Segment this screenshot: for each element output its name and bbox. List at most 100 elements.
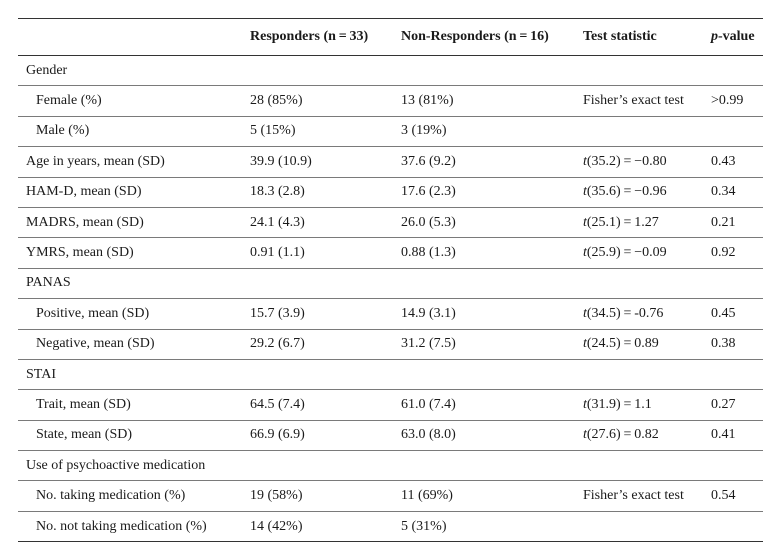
cell-responders: 0.91 (1.1)	[250, 245, 305, 261]
table-row: Positive, mean (SD) 15.7 (3.9) 14.9 (3.1…	[18, 299, 763, 330]
stat-value: (31.9) = 1.1	[586, 396, 652, 412]
row-label: Male (%)	[36, 123, 90, 139]
cell-responders: 18.3 (2.8)	[250, 184, 305, 200]
cell-test-statistic: Fisher’s exact test	[583, 93, 684, 109]
row-label: State, mean (SD)	[36, 427, 133, 443]
stat-value: (25.9) = −0.09	[586, 245, 667, 261]
cell-test-statistic: Fisher’s exact test	[583, 488, 684, 504]
row-label: Female (%)	[36, 93, 102, 109]
stat-value: (35.2) = −0.80	[586, 153, 667, 169]
demographics-table: Responders (n = 33) Non-Responders (n = …	[18, 18, 763, 542]
cell-responders	[242, 56, 393, 86]
row-label: Use of psychoactive medication	[26, 457, 206, 473]
header-p-rest: -value	[718, 29, 755, 44]
cell-responders	[242, 451, 393, 481]
row-label: MADRS, mean (SD)	[26, 214, 144, 230]
t-symbol: t	[583, 427, 587, 443]
cell-p-value	[703, 451, 763, 481]
cell-test-statistic	[575, 56, 703, 86]
cell-test-statistic: t(31.9) = 1.1	[575, 390, 703, 420]
demographics-table-container: Responders (n = 33) Non-Responders (n = …	[18, 18, 763, 542]
table-row: STAI	[18, 359, 763, 390]
cell-responders: 19 (58%)	[250, 488, 303, 504]
table-body: Gender Female (%) 28 (85%) 13 (81%) Fish…	[18, 56, 763, 542]
header-responders: Responders (n = 33)	[242, 18, 393, 56]
cell-p-value	[703, 116, 763, 146]
cell-test-statistic	[575, 116, 703, 146]
t-symbol: t	[583, 245, 587, 261]
stat-value: (25.1) = 1.27	[586, 214, 659, 230]
header-variable	[18, 18, 242, 56]
row-label: Trait, mean (SD)	[36, 396, 131, 412]
header-row: Responders (n = 33) Non-Responders (n = …	[18, 18, 763, 56]
cell-non-responders: 11 (69%)	[401, 488, 453, 504]
row-label: No. not taking medication (%)	[36, 518, 207, 534]
row-label: HAM-D, mean (SD)	[26, 184, 142, 200]
header-test-statistic: Test statistic	[575, 18, 703, 56]
table-row: YMRS, mean (SD) 0.91 (1.1) 0.88 (1.3) t(…	[18, 238, 763, 269]
cell-p-value: 0.54	[711, 488, 736, 504]
cell-test-statistic: t(35.6) = −0.96	[575, 177, 703, 207]
stat-value: (24.5) = 0.89	[586, 336, 659, 352]
t-symbol: t	[583, 336, 587, 352]
row-label: PANAS	[26, 275, 71, 291]
table-row: Male (%) 5 (15%) 3 (19%)	[18, 116, 763, 147]
cell-test-statistic: t(35.2) = −0.80	[575, 147, 703, 177]
cell-responders: 29.2 (6.7)	[250, 336, 305, 352]
cell-non-responders	[393, 359, 575, 389]
cell-responders: 5 (15%)	[250, 123, 296, 139]
cell-test-statistic	[575, 268, 703, 298]
table-row: PANAS	[18, 268, 763, 299]
table-row: Trait, mean (SD) 64.5 (7.4) 61.0 (7.4) t…	[18, 390, 763, 421]
row-label: STAI	[26, 366, 56, 382]
cell-p-value: 0.38	[711, 336, 736, 352]
cell-non-responders: 26.0 (5.3)	[401, 214, 456, 230]
cell-non-responders: 14.9 (3.1)	[401, 305, 456, 321]
table-row: Age in years, mean (SD) 39.9 (10.9) 37.6…	[18, 147, 763, 178]
table-row: No. taking medication (%) 19 (58%) 11 (6…	[18, 481, 763, 512]
t-symbol: t	[583, 305, 587, 321]
cell-p-value: 0.92	[711, 245, 736, 261]
t-symbol: t	[583, 214, 587, 230]
cell-test-statistic	[575, 451, 703, 481]
row-label: No. taking medication (%)	[36, 488, 186, 504]
cell-p-value: 0.45	[711, 305, 736, 321]
header-p-value: p-value	[703, 18, 763, 56]
cell-responders: 14 (42%)	[250, 518, 303, 534]
cell-responders: 28 (85%)	[250, 93, 303, 109]
cell-responders: 64.5 (7.4)	[250, 396, 305, 412]
cell-non-responders: 61.0 (7.4)	[401, 396, 456, 412]
cell-responders: 15.7 (3.9)	[250, 305, 305, 321]
cell-non-responders: 3 (19%)	[401, 123, 447, 139]
cell-responders	[242, 268, 393, 298]
t-symbol: t	[583, 153, 587, 169]
cell-p-value	[703, 359, 763, 389]
row-label: YMRS, mean (SD)	[26, 245, 134, 261]
cell-test-statistic: t(24.5) = 0.89	[575, 329, 703, 359]
cell-non-responders: 13 (81%)	[401, 93, 454, 109]
cell-non-responders: 31.2 (7.5)	[401, 336, 456, 352]
header-non-responders: Non-Responders (n = 16)	[393, 18, 575, 56]
cell-p-value: 0.43	[711, 153, 736, 169]
cell-p-value: 0.41	[711, 427, 736, 443]
table-row: Gender	[18, 56, 763, 86]
stat-value: (27.6) = 0.82	[586, 427, 659, 443]
cell-non-responders	[393, 451, 575, 481]
stat-value: (35.6) = −0.96	[586, 184, 667, 200]
cell-p-value	[703, 511, 763, 541]
table-header: Responders (n = 33) Non-Responders (n = …	[18, 18, 763, 56]
cell-responders: 66.9 (6.9)	[250, 427, 305, 443]
cell-non-responders: 5 (31%)	[401, 518, 447, 534]
table-row: No. not taking medication (%) 14 (42%) 5…	[18, 511, 763, 542]
cell-non-responders: 0.88 (1.3)	[401, 245, 456, 261]
cell-p-value	[703, 268, 763, 298]
cell-p-value: 0.21	[711, 214, 736, 230]
cell-test-statistic: t(25.1) = 1.27	[575, 207, 703, 237]
row-label: Age in years, mean (SD)	[26, 153, 165, 169]
cell-test-statistic: t(34.5) = -0.76	[575, 299, 703, 329]
cell-responders: 24.1 (4.3)	[250, 214, 305, 230]
table-row: State, mean (SD) 66.9 (6.9) 63.0 (8.0) t…	[18, 420, 763, 451]
row-label: Positive, mean (SD)	[36, 305, 150, 321]
table-row: MADRS, mean (SD) 24.1 (4.3) 26.0 (5.3) t…	[18, 207, 763, 238]
table-row: Female (%) 28 (85%) 13 (81%) Fisher’s ex…	[18, 86, 763, 117]
